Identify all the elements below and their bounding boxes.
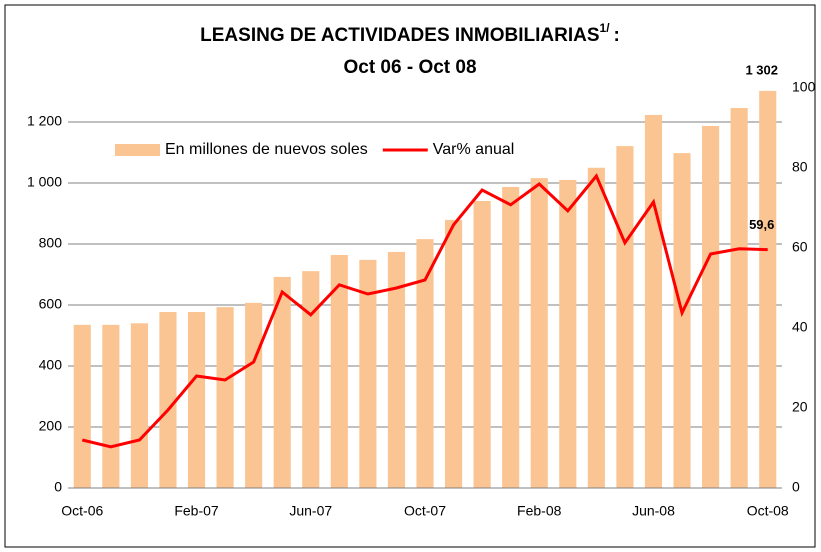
y-tick-label: 800 — [39, 235, 63, 251]
y-tick-label: 400 — [39, 357, 63, 373]
x-tick-label: Feb-08 — [517, 503, 562, 519]
legend-swatch — [115, 144, 160, 156]
bar — [587, 167, 605, 488]
bar — [216, 307, 234, 488]
y2-tick-label: 20 — [792, 399, 808, 415]
bar — [473, 200, 491, 488]
bar — [559, 179, 577, 488]
data-label: 59,6 — [749, 217, 774, 232]
data-label: 1 302 — [745, 62, 778, 77]
bar — [673, 153, 691, 489]
bar — [759, 90, 777, 488]
bar — [730, 107, 748, 488]
y2-tick-label: 60 — [792, 239, 808, 255]
bar — [644, 114, 663, 489]
y2-tick-label: 0 — [792, 479, 800, 495]
legend-label: Var% anual — [433, 141, 515, 158]
legend-label: En millones de nuevos soles — [165, 141, 368, 158]
bar — [273, 276, 291, 488]
title-suffix: : — [614, 25, 620, 46]
y-tick-label: 1 000 — [27, 174, 62, 190]
title-superscript: 1/ — [600, 21, 611, 35]
x-tick-label: Feb-07 — [174, 503, 219, 519]
x-tick-label: Oct-08 — [747, 503, 789, 519]
bar — [73, 324, 91, 488]
bar — [530, 178, 548, 488]
bar — [616, 146, 634, 488]
bar — [359, 259, 377, 488]
y2-tick-label: 40 — [792, 319, 808, 335]
bar — [387, 251, 406, 488]
chart-title: LEASING DE ACTIVIDADES INMOBILIARIAS1/: — [200, 21, 620, 46]
y-tick-label: 0 — [54, 479, 62, 495]
x-tick-label: Oct-07 — [404, 503, 446, 519]
bar — [416, 239, 434, 488]
y2-tick-label: 100 — [792, 79, 816, 95]
bar — [187, 312, 206, 488]
bar — [245, 302, 263, 488]
chart-subtitle: Oct 06 - Oct 08 — [343, 57, 476, 78]
bar — [130, 323, 148, 488]
y2-tick-label: 80 — [792, 159, 808, 175]
y-tick-label: 200 — [39, 418, 63, 434]
bar — [302, 271, 320, 488]
title-main: LEASING DE ACTIVIDADES INMOBILIARIAS — [200, 25, 599, 46]
bar — [330, 254, 348, 488]
bar — [444, 219, 463, 488]
y-tick-label: 1 200 — [27, 113, 62, 129]
y-tick-label: 600 — [39, 296, 63, 312]
bar — [502, 186, 520, 488]
x-tick-label: Jun-07 — [289, 503, 332, 519]
bar — [102, 324, 120, 488]
bar — [702, 125, 720, 488]
x-tick-label: Jun-08 — [632, 503, 675, 519]
chart-frame — [4, 4, 816, 548]
x-tick-label: Oct-06 — [61, 503, 103, 519]
bar — [159, 312, 177, 488]
line — [81, 173, 768, 449]
